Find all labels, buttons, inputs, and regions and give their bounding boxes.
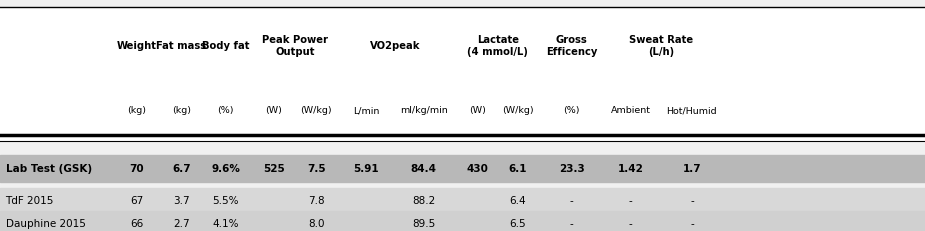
Text: Weight: Weight — [117, 41, 157, 51]
Text: (W/kg): (W/kg) — [502, 106, 534, 115]
Text: 6.4: 6.4 — [510, 196, 526, 206]
Text: -: - — [690, 219, 694, 229]
Text: 23.3: 23.3 — [559, 164, 585, 174]
Bar — [0, 155, 925, 182]
Text: (%): (%) — [563, 106, 580, 115]
Text: VO2peak: VO2peak — [370, 41, 420, 51]
Text: Hot/Humid: Hot/Humid — [667, 106, 717, 115]
Text: 89.5: 89.5 — [412, 219, 436, 229]
Text: TdF 2015: TdF 2015 — [6, 196, 54, 206]
Text: 3.7: 3.7 — [173, 196, 190, 206]
Text: 6.1: 6.1 — [509, 164, 527, 174]
Text: Gross
Efficency: Gross Efficency — [546, 35, 598, 57]
Text: Fat mass: Fat mass — [156, 41, 206, 51]
Text: L/min: L/min — [353, 106, 379, 115]
Text: ml/kg/min: ml/kg/min — [400, 106, 448, 115]
Text: 5.5%: 5.5% — [213, 196, 239, 206]
Text: 7.5: 7.5 — [307, 164, 326, 174]
Text: (%): (%) — [217, 106, 234, 115]
Text: Sweat Rate
(L/h): Sweat Rate (L/h) — [629, 35, 694, 57]
Text: 4.1%: 4.1% — [213, 219, 239, 229]
Text: (W/kg): (W/kg) — [301, 106, 332, 115]
Text: Lab Test (GSK): Lab Test (GSK) — [6, 164, 92, 174]
Text: (W): (W) — [469, 106, 486, 115]
Text: 6.5: 6.5 — [510, 219, 526, 229]
Text: 88.2: 88.2 — [412, 196, 436, 206]
Text: (W): (W) — [265, 106, 282, 115]
Text: -: - — [629, 196, 633, 206]
Text: -: - — [570, 196, 574, 206]
Text: (kg): (kg) — [128, 106, 146, 115]
Text: 70: 70 — [130, 164, 144, 174]
Text: 1.7: 1.7 — [683, 164, 701, 174]
Text: -: - — [690, 196, 694, 206]
Text: 67: 67 — [130, 196, 143, 206]
Text: 525: 525 — [263, 164, 285, 174]
Text: -: - — [570, 219, 574, 229]
Text: Ambient: Ambient — [610, 106, 651, 115]
Text: 2.7: 2.7 — [173, 219, 190, 229]
Text: 66: 66 — [130, 219, 143, 229]
Text: 5.91: 5.91 — [353, 164, 379, 174]
Text: 7.8: 7.8 — [308, 196, 325, 206]
Text: 9.6%: 9.6% — [211, 164, 240, 174]
Bar — [0, 188, 925, 214]
Text: (kg): (kg) — [172, 106, 191, 115]
Text: 430: 430 — [466, 164, 488, 174]
Text: 84.4: 84.4 — [411, 164, 437, 174]
Text: Dauphine 2015: Dauphine 2015 — [6, 219, 85, 229]
Text: Peak Power
Output: Peak Power Output — [262, 35, 328, 57]
Text: Body fat: Body fat — [202, 41, 250, 51]
Bar — [0, 211, 925, 231]
Text: 8.0: 8.0 — [308, 219, 325, 229]
Text: 1.42: 1.42 — [618, 164, 644, 174]
Text: Lactate
(4 mmol/L): Lactate (4 mmol/L) — [467, 35, 528, 57]
Bar — [0, 7, 925, 141]
Text: 6.7: 6.7 — [172, 164, 191, 174]
Text: -: - — [629, 219, 633, 229]
